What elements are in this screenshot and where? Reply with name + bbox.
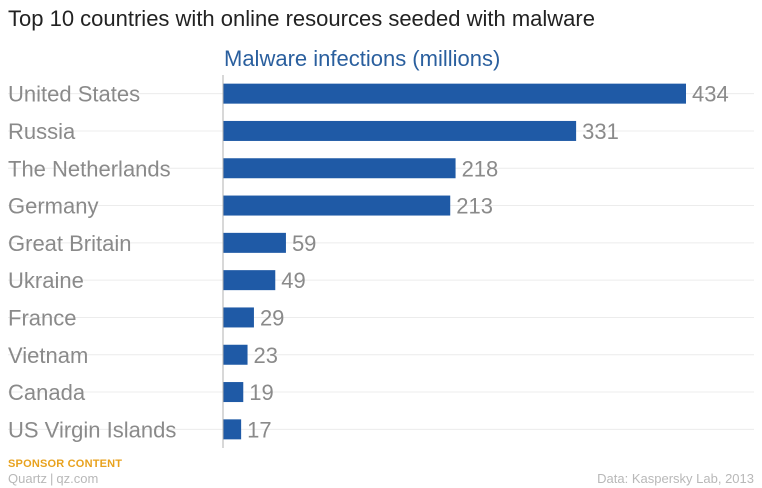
bar <box>223 270 276 291</box>
category-label: Great Britain <box>8 231 132 256</box>
category-label: Germany <box>8 194 98 219</box>
category-label: Vietnam <box>8 343 88 368</box>
value-label: 19 <box>249 380 273 405</box>
value-label: 17 <box>247 417 271 442</box>
bar <box>223 120 577 141</box>
value-label: 23 <box>254 343 278 368</box>
chart-title: Top 10 countries with online resources s… <box>8 6 595 31</box>
brand-site: qz.com <box>56 471 99 486</box>
brand-credit: Quartz | qz.com <box>8 471 98 486</box>
category-label: US Virgin Islands <box>8 417 176 442</box>
category-label: The Netherlands <box>8 156 171 181</box>
bar <box>223 307 254 328</box>
category-label: Canada <box>8 380 86 405</box>
value-label: 49 <box>281 268 305 293</box>
bar <box>223 419 242 440</box>
chart-subtitle: Malware infections (millions) <box>224 46 501 71</box>
bar <box>223 344 248 365</box>
category-label: Russia <box>8 119 76 144</box>
value-label: 213 <box>456 194 493 219</box>
value-label: 331 <box>582 119 619 144</box>
bar <box>223 158 456 179</box>
sponsor-label: SPONSOR CONTENT <box>8 458 123 470</box>
brand-name: Quartz <box>8 471 48 486</box>
category-label: United States <box>8 82 140 107</box>
category-label: Ukraine <box>8 268 84 293</box>
bar <box>223 232 286 253</box>
value-label: 218 <box>462 156 499 181</box>
brand-separator: | <box>50 471 54 486</box>
bar <box>223 195 451 216</box>
data-source: Data: Kaspersky Lab, 2013 <box>597 471 754 486</box>
value-label: 29 <box>260 305 284 330</box>
value-label: 434 <box>692 82 729 107</box>
category-label: France <box>8 305 76 330</box>
bar <box>223 382 244 403</box>
bar <box>223 83 686 104</box>
value-label: 59 <box>292 231 316 256</box>
